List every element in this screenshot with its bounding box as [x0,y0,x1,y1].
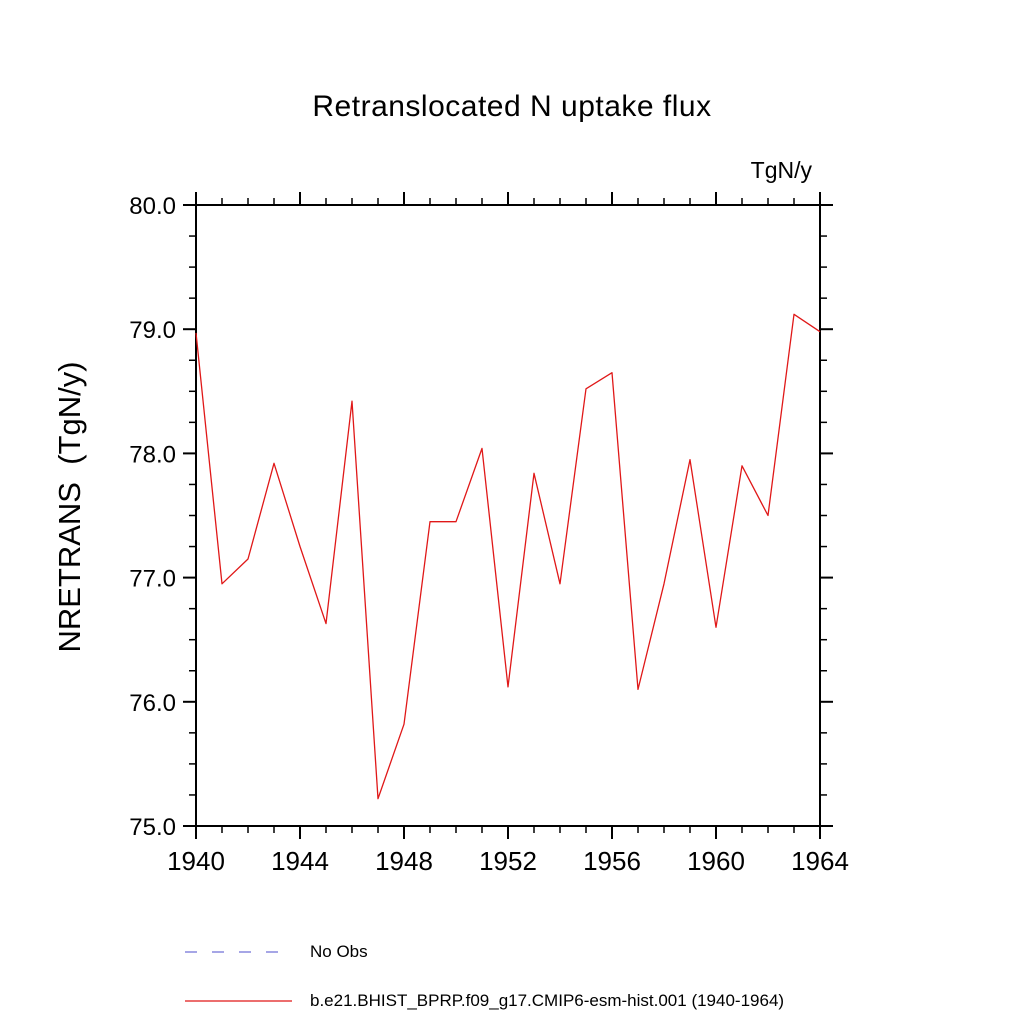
page-title: Retranslocated N uptake flux [312,90,712,123]
series-line-model [195,313,821,800]
unit-label: TgN/y [750,157,812,183]
x-tick-label: 1960 [687,846,745,876]
legend-label-model: b.e21.BHIST_BPRP.f09_g17.CMIP6-esm-hist.… [310,991,785,1010]
legend-item-no-obs: No Obs [185,941,784,963]
x-tick-label: 1952 [479,846,537,876]
x-tick-label: 1956 [583,846,641,876]
model-solid-line-swatch [185,1000,292,1002]
legend-label-no-obs: No Obs [310,942,368,961]
no-obs-dashed-line-swatch [185,951,292,953]
y-tick-label: 75.0 [129,814,176,841]
y-tick-label: 77.0 [129,566,176,593]
y-tick-label: 76.0 [129,690,176,717]
x-tick-label: 1964 [791,846,849,876]
x-tick-label: 1944 [271,846,329,876]
y-tick-label: 80.0 [129,193,176,220]
plot-frame [195,204,821,827]
y-tick-label: 79.0 [129,317,176,344]
x-tick-label: 1948 [375,846,433,876]
y-tick-label: 78.0 [129,441,176,468]
legend: No Obs b.e21.BHIST_BPRP.f09_g17.CMIP6-es… [185,941,784,1012]
x-tick-label: 1940 [167,846,225,876]
legend-item-model: b.e21.BHIST_BPRP.f09_g17.CMIP6-esm-hist.… [185,990,784,1012]
